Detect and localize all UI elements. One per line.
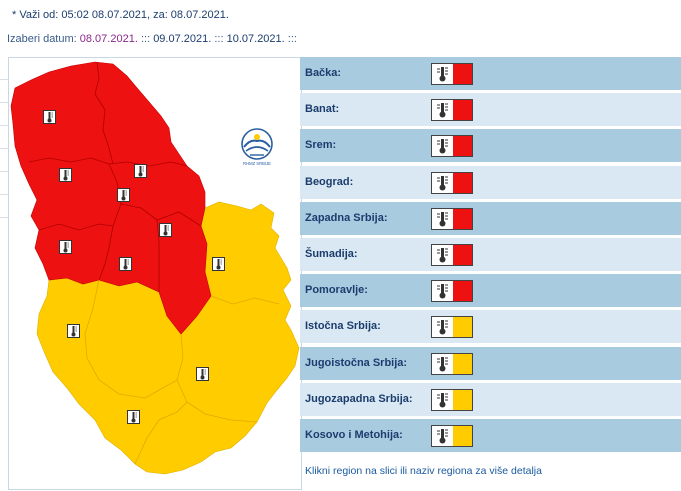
thermometer-icon[interactable]	[196, 367, 209, 381]
thermometer-icon[interactable]	[127, 410, 140, 424]
thermometer-icon[interactable]	[212, 257, 225, 271]
map-region-borders	[28, 61, 202, 292]
thermometer-icon[interactable]	[119, 257, 132, 271]
logo-text: RHMZ SRBIJE	[243, 161, 271, 166]
region-name[interactable]: Zapadna Srbija:	[305, 211, 388, 224]
region-name[interactable]: Jugozapadna Srbija:	[305, 392, 413, 405]
map-region-north[interactable]	[10, 61, 212, 335]
region-row[interactable]: Beograd:	[300, 165, 681, 199]
warning-badge	[431, 135, 473, 158]
date-link[interactable]: 10.07.2021.	[226, 33, 285, 45]
warning-level-swatch	[453, 100, 472, 121]
choose-date-label: Izaberi datum:	[7, 33, 77, 45]
region-row[interactable]: Bačka:	[300, 57, 681, 90]
region-name[interactable]: Istočna Srbija:	[305, 320, 381, 333]
warning-level-swatch	[453, 281, 472, 302]
region-row[interactable]: Kosovo i Metohija:	[300, 418, 681, 452]
region-row[interactable]: Zapadna Srbija:	[300, 201, 681, 235]
region-row[interactable]: Pomoravlje:	[300, 274, 681, 308]
warning-level-swatch	[453, 244, 472, 265]
warning-badge	[431, 207, 473, 230]
serbia-warning-map: RHMZ SRBIJE	[8, 57, 302, 490]
thermometer-icon	[434, 282, 452, 300]
region-row[interactable]: Šumadija:	[300, 237, 681, 271]
thermometer-icon	[434, 355, 452, 373]
thermometer-icon	[434, 246, 452, 264]
region-name[interactable]: Pomoravlje:	[305, 284, 368, 297]
date-link-selected[interactable]: 08.07.2021.	[79, 33, 138, 45]
date-separator: :::	[214, 33, 224, 45]
thermometer-icon[interactable]	[159, 223, 172, 237]
warning-badge	[431, 243, 473, 266]
region-warning-table: Bačka: Banat: Srem: Beograd: Zapadna Srbija:…	[300, 57, 681, 463]
date-separator: :::	[287, 33, 297, 45]
validity-text: * Važi od: 05:02 08.07.2021, za: 08.07.2…	[12, 9, 229, 21]
warning-level-swatch	[453, 208, 472, 229]
warning-badge	[431, 316, 473, 339]
thermometer-icon[interactable]	[67, 324, 80, 338]
region-row[interactable]: Istočna Srbija:	[300, 310, 681, 344]
warning-level-swatch	[453, 389, 472, 410]
region-row[interactable]: Jugozapadna Srbija:	[300, 382, 681, 416]
warning-level-swatch	[453, 64, 472, 84]
warning-level-swatch	[453, 353, 472, 374]
region-row[interactable]: Srem:	[300, 129, 681, 163]
warning-badge	[431, 388, 473, 411]
thermometer-icon[interactable]	[59, 240, 72, 254]
warning-level-swatch	[453, 172, 472, 193]
warning-level-swatch	[453, 136, 472, 157]
warning-badge	[431, 424, 473, 447]
warning-level-swatch	[453, 425, 472, 446]
region-name[interactable]: Kosovo i Metohija:	[305, 428, 403, 441]
region-row[interactable]: Jugoistočna Srbija:	[300, 346, 681, 380]
region-name[interactable]: Bačka:	[305, 67, 342, 79]
date-separator: :::	[140, 33, 151, 45]
thermometer-icon	[434, 210, 452, 228]
date-link[interactable]: 09.07.2021.	[153, 33, 212, 45]
warning-level-swatch	[453, 317, 472, 338]
region-row[interactable]: Banat:	[300, 93, 681, 127]
thermometer-icon	[434, 318, 452, 336]
region-name[interactable]: Beograd:	[305, 175, 354, 188]
thermometer-icon[interactable]	[43, 110, 56, 124]
warning-badge	[431, 280, 473, 303]
warning-badge	[431, 63, 473, 85]
map-region-borders-south	[84, 279, 280, 465]
thermometer-icon	[434, 427, 452, 445]
warning-badge	[431, 171, 473, 194]
footer-note: Klikni region na slici ili naziv regiona…	[305, 465, 542, 477]
warning-badge	[431, 352, 473, 375]
thermometer-icon	[434, 101, 452, 119]
region-name[interactable]: Srem:	[305, 139, 337, 152]
thermometer-icon	[434, 174, 452, 192]
thermometer-icon	[434, 137, 452, 155]
region-name[interactable]: Šumadija:	[305, 247, 358, 260]
rhmz-logo: RHMZ SRBIJE	[236, 127, 278, 167]
thermometer-icon	[434, 65, 452, 83]
date-selector: Izaberi datum: 08.07.2021. ::: 09.07.202…	[7, 33, 297, 45]
thermometer-icon	[434, 391, 452, 409]
thermometer-icon[interactable]	[59, 168, 72, 182]
thermometer-icon[interactable]	[134, 164, 147, 178]
thermometer-icon[interactable]	[117, 188, 130, 202]
region-name[interactable]: Banat:	[305, 103, 340, 116]
warning-badge	[431, 99, 473, 122]
region-name[interactable]: Jugoistočna Srbija:	[305, 356, 408, 369]
